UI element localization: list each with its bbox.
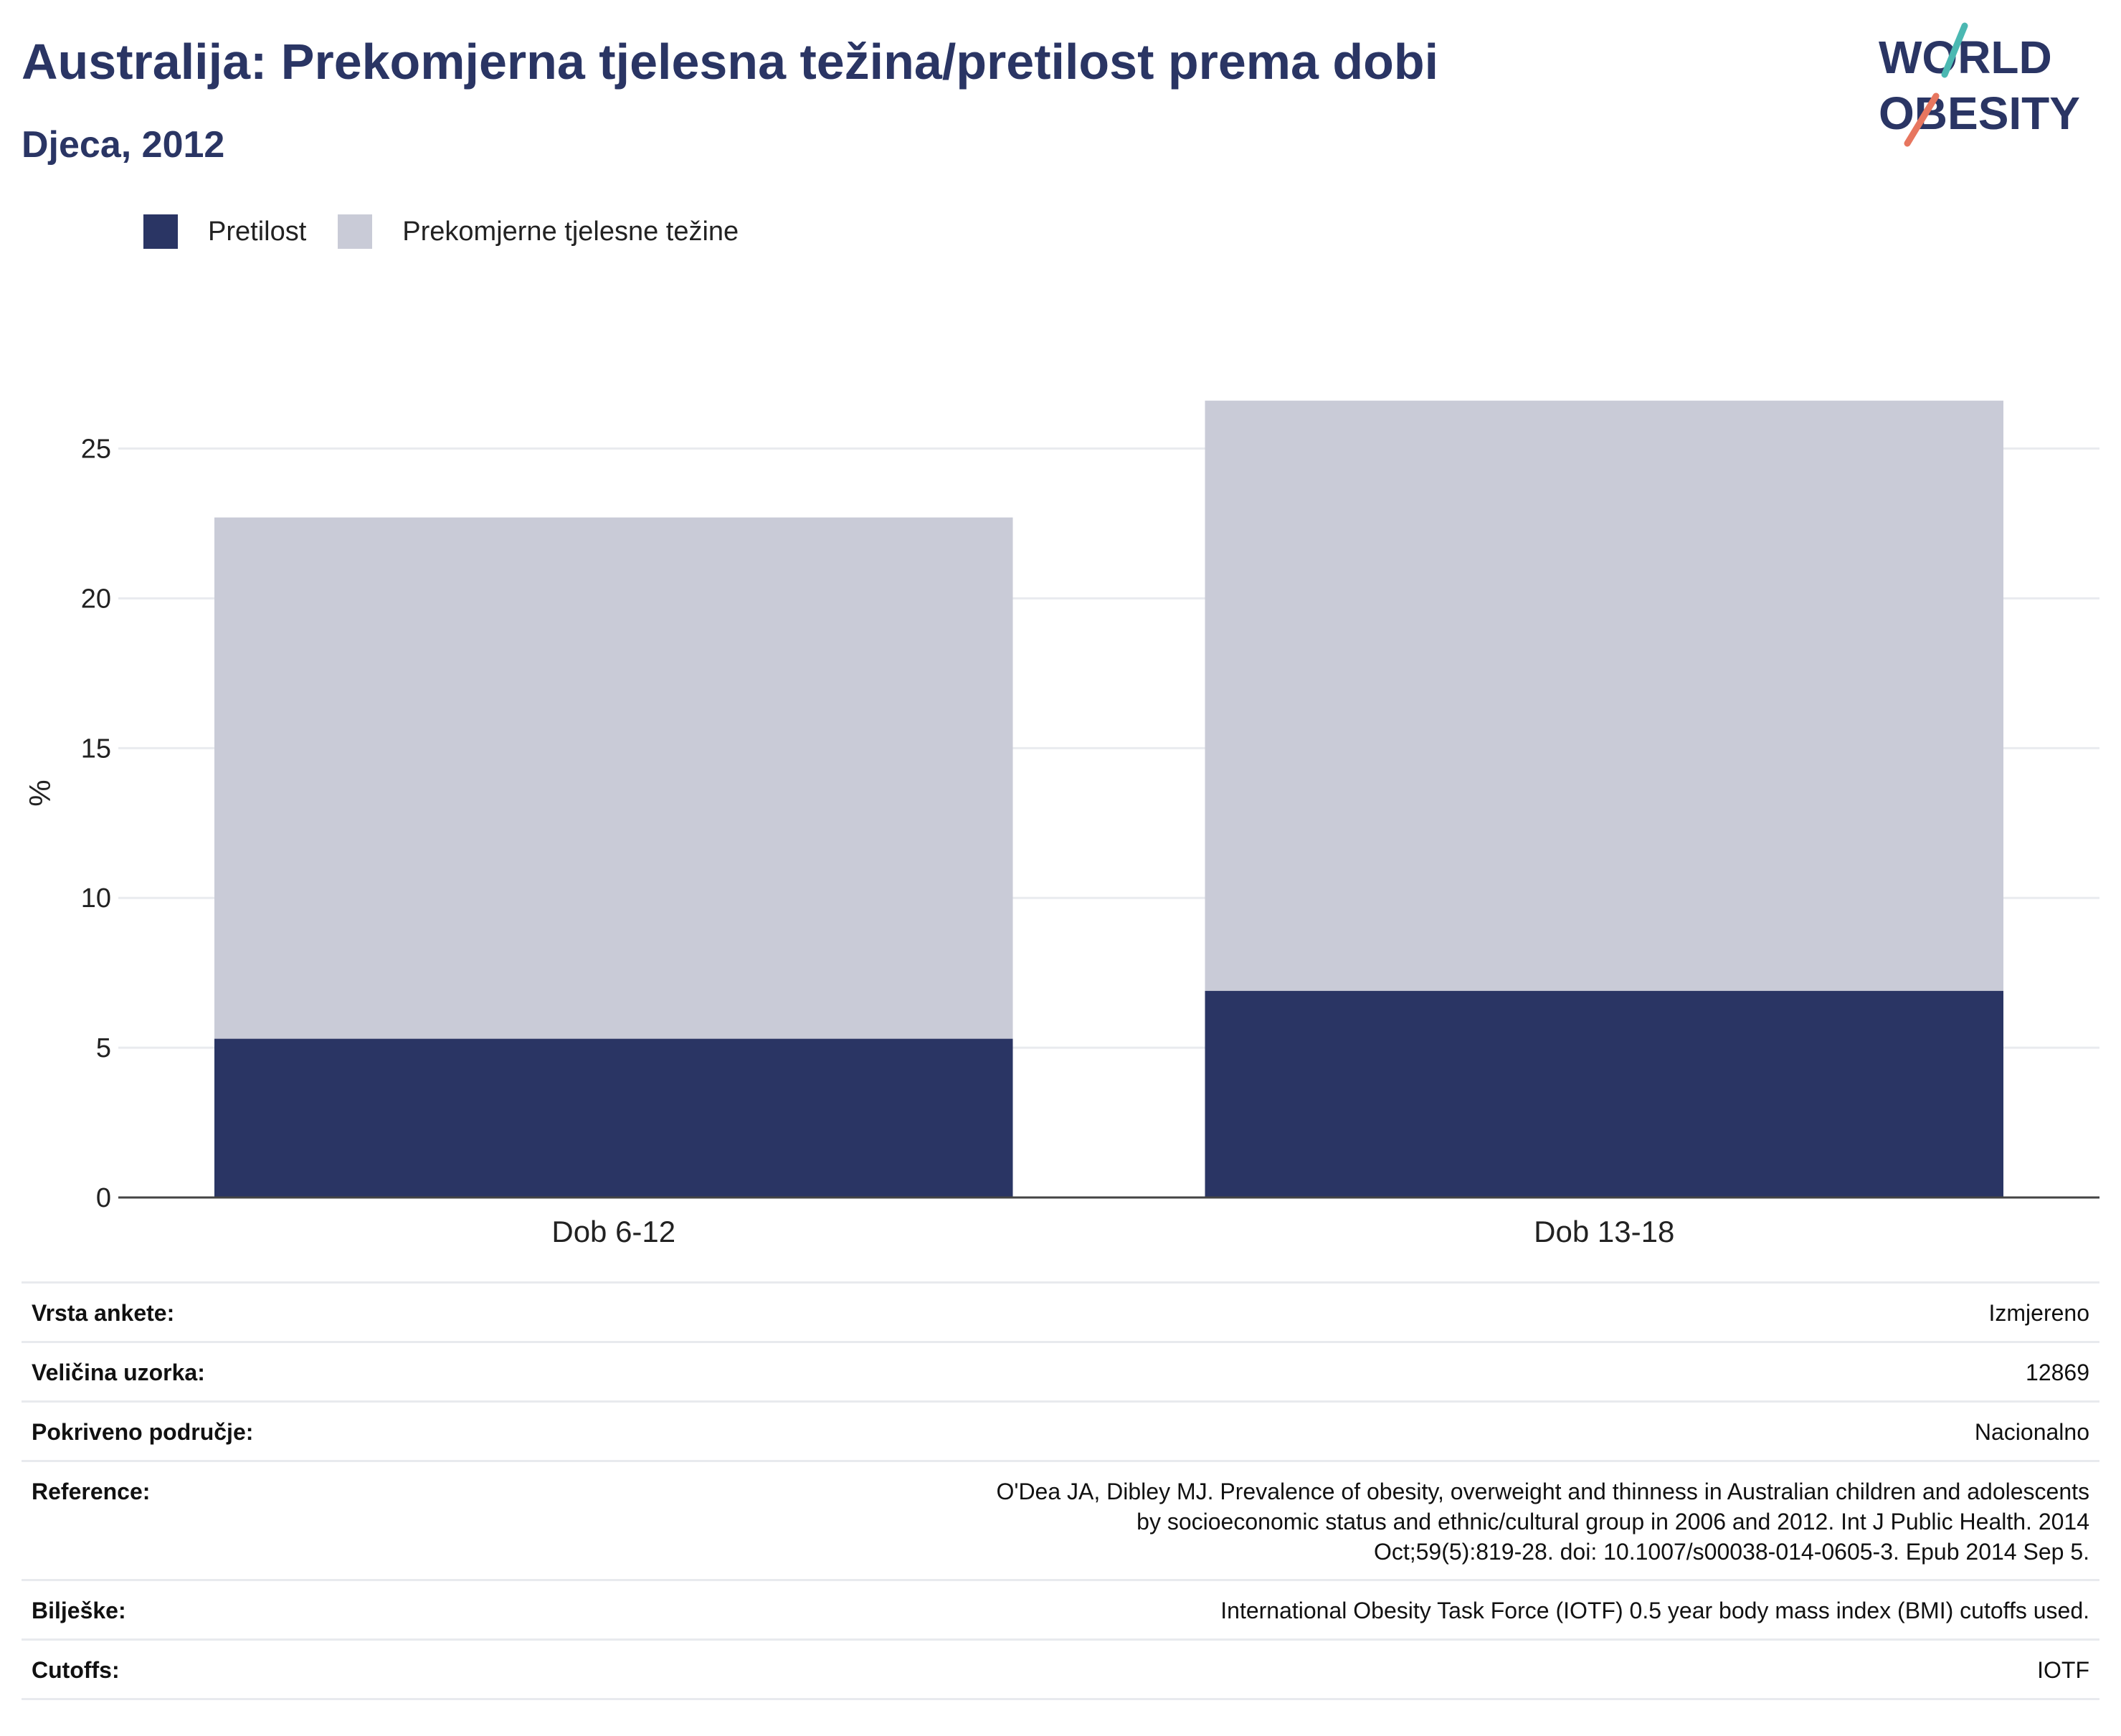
info-row: Cutoffs: IOTF [22, 1638, 2099, 1700]
info-row: Reference: O'Dea JA, Dibley MJ. Prevalen… [22, 1460, 2099, 1580]
bar-chart: 0 5 10 15 20 25% Dob 6-12 Dob 13-18 [23, 400, 2099, 1248]
world-obesity-logo: WORLD OBESITY [1879, 22, 2080, 147]
info-key: Bilješke: [22, 1579, 472, 1640]
y-tick-label: 25 [81, 435, 111, 465]
bar-pretilost-0 [214, 1038, 1013, 1197]
legend-item-pretilost[interactable]: Pretilost [143, 214, 306, 249]
info-key: Reference: [22, 1460, 472, 1580]
survey-info-table: Vrsta ankete: Izmjereno Veličina uzorka:… [22, 1281, 2099, 1700]
bar-pretilost-1 [1205, 990, 2003, 1197]
info-value: 12869 [472, 1341, 2099, 1402]
info-row: Veličina uzorka: 12869 [22, 1341, 2099, 1402]
y-tick-label: 15 [81, 734, 111, 764]
info-value: International Obesity Task Force (IOTF) … [472, 1579, 2099, 1640]
info-row: Pokriveno područje: Nacionalno [22, 1400, 2099, 1461]
legend-item-prekomjerne[interactable]: Prekomjerne tjelesne težine [338, 214, 739, 249]
x-tick-label: Dob 6-12 [551, 1215, 675, 1248]
y-tick-label: 20 [81, 584, 111, 614]
info-value: Nacionalno [472, 1400, 2099, 1461]
logo-line1: WORLD [1879, 32, 2052, 83]
info-value: Izmjereno [472, 1281, 2099, 1342]
info-row: Bilješke: International Obesity Task For… [22, 1579, 2099, 1640]
y-axis-label: % [23, 779, 57, 806]
legend-swatch-pretilost [143, 214, 178, 249]
chart-title: Australija: Prekomjerna tjelesna težina/… [22, 34, 1439, 90]
info-key: Pokriveno područje: [22, 1400, 472, 1461]
info-value: IOTF [472, 1638, 2099, 1700]
x-tick-label: Dob 13-18 [1534, 1215, 1674, 1248]
bar-prekomjerne-0 [214, 517, 1013, 1039]
info-value: O'Dea JA, Dibley MJ. Prevalence of obesi… [472, 1460, 2099, 1580]
chart-subtitle: Djeca, 2012 [22, 124, 225, 166]
y-tick-label: 10 [81, 883, 111, 914]
legend-label-prekomjerne: Prekomjerne tjelesne težine [402, 216, 739, 247]
legend-label-pretilost: Pretilost [208, 216, 307, 247]
info-key: Vrsta ankete: [22, 1281, 472, 1342]
info-key: Veličina uzorka: [22, 1341, 472, 1402]
y-tick-label: 5 [96, 1033, 111, 1063]
bar-prekomjerne-1 [1205, 400, 2003, 991]
y-tick-label: 0 [96, 1183, 111, 1213]
info-key: Cutoffs: [22, 1638, 472, 1700]
legend-swatch-prekomjerne [338, 214, 373, 249]
chart-legend: Pretilost Prekomjerne tjelesne težine [143, 214, 770, 250]
info-row: Vrsta ankete: Izmjereno [22, 1281, 2099, 1342]
